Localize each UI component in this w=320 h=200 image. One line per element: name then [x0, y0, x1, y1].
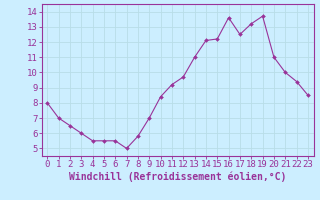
X-axis label: Windchill (Refroidissement éolien,°C): Windchill (Refroidissement éolien,°C) [69, 172, 286, 182]
